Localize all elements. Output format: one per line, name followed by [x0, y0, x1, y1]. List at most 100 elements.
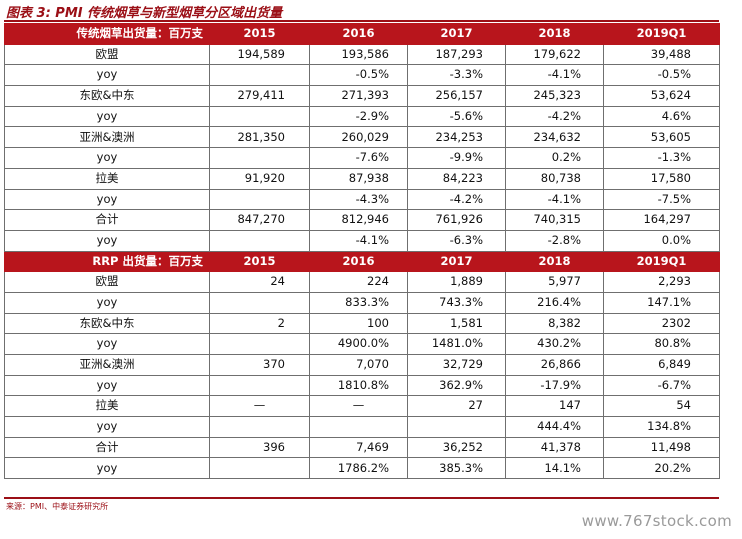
table-cell: 147 [505, 395, 604, 418]
row-label: yoy [4, 64, 210, 87]
table-cell: 7,070 [309, 354, 408, 376]
table-cell: 17,580 [603, 167, 720, 190]
table-cell: — [309, 395, 408, 418]
row-label: yoy [4, 416, 210, 438]
row-label: yoy [4, 105, 210, 128]
column-header: 2016 [309, 23, 408, 45]
column-header: 2018 [505, 250, 604, 273]
table-cell: 1810.8% [309, 374, 408, 397]
row-label: 合计 [4, 436, 210, 459]
table-row: 东欧&中东 279,411 271,393 256,157 245,323 53,624 [4, 85, 720, 107]
table-cell: 2,293 [603, 271, 720, 293]
table-cell: 271,393 [309, 85, 408, 107]
table-cell: 279,411 [209, 85, 310, 107]
table-cell: 80.8% [603, 333, 720, 355]
table-cell: -4.2% [407, 188, 506, 211]
table-cell: -7.5% [603, 188, 720, 211]
table-cell: -4.1% [505, 188, 604, 211]
table-cell: -4.3% [309, 188, 408, 211]
table-cell [209, 416, 310, 438]
table-row: 拉美 — —27 147 54 [4, 395, 720, 418]
table-cell: 147.1% [603, 291, 720, 314]
table-cell: 234,632 [505, 126, 604, 149]
column-header: 2019Q1 [603, 250, 720, 273]
table-cell: 179,622 [505, 43, 604, 66]
table-cell: 20.2% [603, 457, 720, 480]
table-cell [209, 333, 310, 355]
watermark: www.767stock.com [581, 512, 732, 530]
table-cell: -17.9% [505, 374, 604, 397]
row-label: 亚洲&澳洲 [4, 126, 210, 149]
table-cell: 7,469 [309, 436, 408, 459]
table-cell: -0.5% [603, 64, 720, 87]
table-cell: 385.3% [407, 457, 506, 480]
table-cell: 11,498 [603, 436, 720, 459]
table-cell: 260,029 [309, 126, 408, 149]
table-cell: 1,889 [407, 271, 506, 293]
table-cell: 8,382 [505, 312, 604, 335]
table-cell: 430.2% [505, 333, 604, 355]
table-cell: -1.3% [603, 147, 720, 169]
table-cell: 100 [309, 312, 408, 335]
table-cell: 281,350 [209, 126, 310, 149]
table-cell: 134.8% [603, 416, 720, 438]
table-cell: -7.6% [309, 147, 408, 169]
column-header: 2017 [407, 23, 506, 45]
column-header: 2018 [505, 23, 604, 45]
table-row: yoy -2.9% -5.6% -4.2% 4.6% [4, 105, 720, 128]
table-cell: 1786.2% [309, 457, 408, 480]
table-row: yoy 4900.0% 1481.0% 430.2% 80.8% [4, 333, 720, 355]
table-row: 亚洲&澳洲 281,350 260,029 234,253 234,632 53,605 [4, 126, 720, 149]
table-cell: 370 [209, 354, 310, 376]
table-row: 合计 847,270 812,946 761,926 740,315 164,297 [4, 209, 720, 231]
shipment-table: 传统烟草出货量：百万支 2015 2016 2017 2018 2019Q1 欧盟 194,5… [4, 23, 720, 480]
table-cell: -2.9% [309, 105, 408, 128]
table-cell: 4.6% [603, 105, 720, 128]
row-label: 合计 [4, 209, 210, 231]
bottom-rule [4, 497, 719, 499]
section-header-row: RRP 出货量：百万支 2015 2016 2017 2018 2019Q1 [4, 250, 720, 273]
table-cell: 4900.0% [309, 333, 408, 355]
table-row: 亚洲&澳洲 370 7,070 32,729 26,866 6,849 [4, 354, 720, 376]
table-cell: 32,729 [407, 354, 506, 376]
source-note: 来源：PMI、中泰证券研究所 [6, 502, 109, 511]
column-header: 2015 [209, 23, 310, 45]
row-label: yoy [4, 457, 210, 480]
table-cell: 362.9% [407, 374, 506, 397]
top-rule [4, 20, 719, 22]
section-title: 传统烟草出货量：百万支 [4, 23, 210, 45]
table-cell: 27 [407, 395, 506, 418]
section-header-row: 传统烟草出货量：百万支 2015 2016 2017 2018 2019Q1 [4, 23, 720, 45]
table-cell: 53,605 [603, 126, 720, 149]
row-label: yoy [4, 291, 210, 314]
table-cell: 193,586 [309, 43, 408, 66]
table-cell: 36,252 [407, 436, 506, 459]
row-label: yoy [4, 333, 210, 355]
table-cell [209, 147, 310, 169]
row-label: yoy [4, 147, 210, 169]
table-cell: -0.5% [309, 64, 408, 87]
row-label: 东欧&中东 [4, 312, 210, 335]
table-row: yoy 833.3% 743.3% 216.4% 147.1% [4, 291, 720, 314]
table-cell: 2 [209, 312, 310, 335]
row-label: 欧盟 [4, 271, 210, 293]
table-cell: -4.2% [505, 105, 604, 128]
table-cell: 26,866 [505, 354, 604, 376]
table-cell: 444.4% [505, 416, 604, 438]
column-header: 2016 [309, 250, 408, 273]
table-cell: 847,270 [209, 209, 310, 231]
table-cell: 216.4% [505, 291, 604, 314]
table-cell: 6,849 [603, 354, 720, 376]
table-cell [309, 416, 408, 438]
table-cell: 0.2% [505, 147, 604, 169]
table-cell: 1,581 [407, 312, 506, 335]
table-cell: 54 [603, 395, 720, 418]
table-cell: 187,293 [407, 43, 506, 66]
table-cell: 761,926 [407, 209, 506, 231]
table-cell: 164,297 [603, 209, 720, 231]
column-header: 2015 [209, 250, 310, 273]
table-cell: 39,488 [603, 43, 720, 66]
table-cell: 245,323 [505, 85, 604, 107]
table-cell: 194,589 [209, 43, 310, 66]
row-label: yoy [4, 188, 210, 211]
